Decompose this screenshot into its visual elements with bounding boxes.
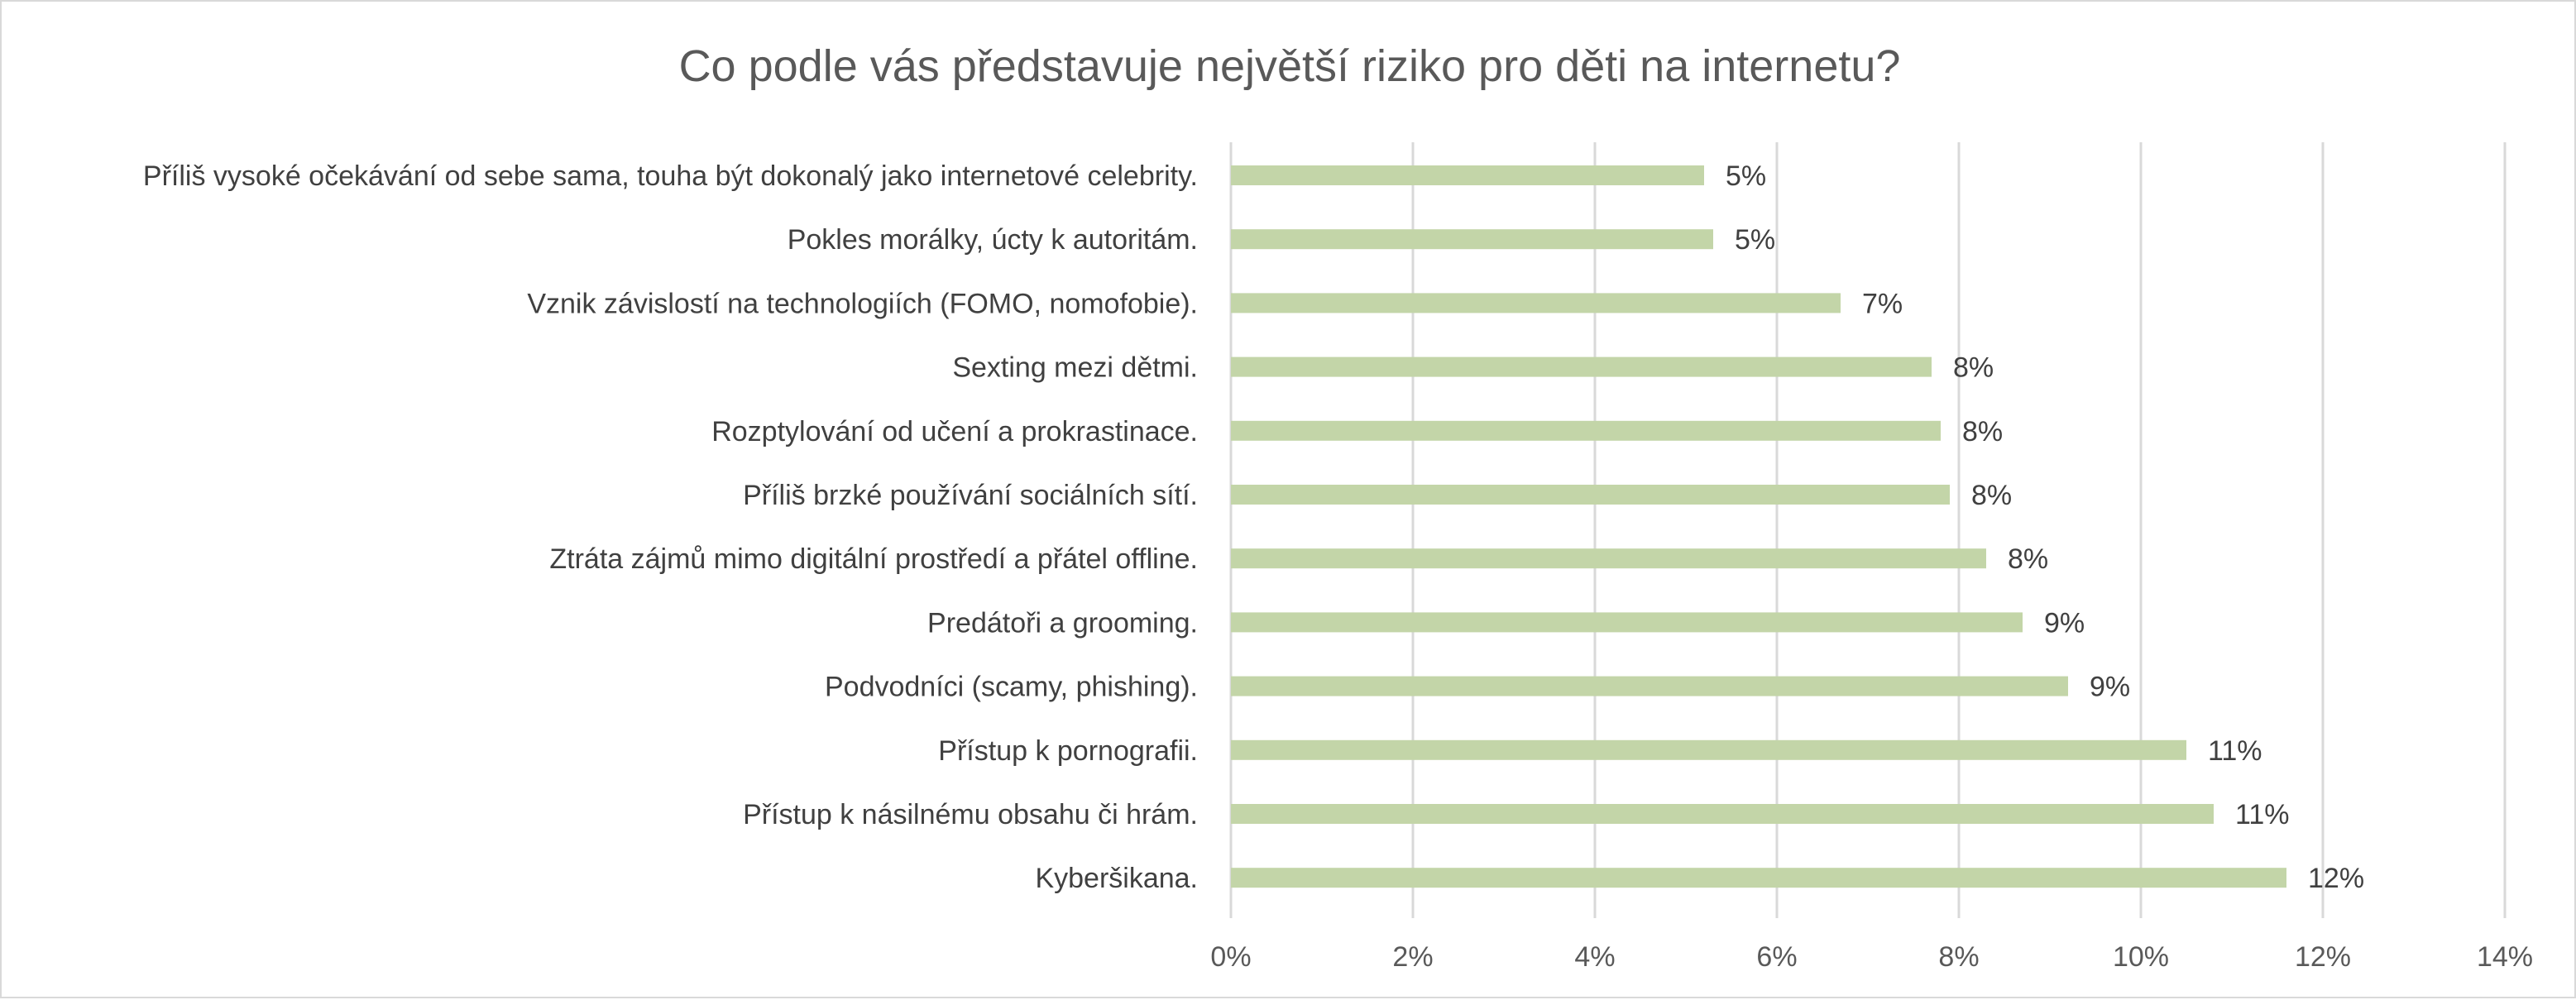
x-tick-label: 0%: [1210, 941, 1251, 973]
category-label: Příliš brzké používání sociálních sítí.: [743, 480, 1198, 511]
category-label: Příliš vysoké očekávání od sebe sama, to…: [143, 160, 1198, 192]
category-label: Podvodníci (scamy, phishing).: [825, 672, 1198, 703]
data-label: 5%: [1735, 224, 1775, 256]
data-label: 8%: [1953, 352, 1994, 384]
x-tick-label: 12%: [2295, 941, 2351, 973]
data-label: 5%: [1726, 160, 1766, 192]
chart-title: Co podle vás představuje největší riziko…: [679, 41, 1901, 91]
category-label: Kyberšikana.: [1035, 863, 1198, 894]
data-label: 8%: [2008, 543, 2048, 575]
bar: [1231, 612, 2023, 633]
category-label: Vznik závislostí na technologiích (FOMO,…: [527, 288, 1198, 319]
bar: [1231, 739, 2186, 760]
category-label: Ztráta zájmů mimo digitální prostředí a …: [549, 543, 1198, 575]
data-label: 7%: [1862, 288, 1903, 319]
bar: [1231, 485, 1950, 505]
x-tick-label: 14%: [2477, 941, 2533, 973]
x-axis-tick-labels: 0% 2% 4% 6% 8% 10% 12% 14%: [1210, 941, 2533, 973]
data-label: 8%: [1971, 480, 2012, 511]
x-tick-label: 10%: [2113, 941, 2169, 973]
data-label: 9%: [2044, 607, 2085, 639]
x-tick-label: 8%: [1938, 941, 1979, 973]
category-label: Pokles morálky, úcty k autoritám.: [788, 224, 1198, 256]
gridlines: [1229, 142, 2507, 918]
data-label: 9%: [2090, 672, 2130, 703]
data-label: 12%: [2308, 863, 2364, 894]
bar: [1231, 420, 1941, 441]
category-label: Rozptylování od učení a prokrastinace.: [711, 416, 1198, 447]
data-label: 11%: [2235, 799, 2290, 830]
category-label: Přístup k násilnému obsahu či hrám.: [743, 799, 1198, 830]
x-tick-label: 4%: [1574, 941, 1615, 973]
data-label: 8%: [1962, 416, 2003, 447]
bar: [1231, 676, 2068, 696]
bar: [1231, 229, 1713, 250]
bars: [1231, 165, 2286, 888]
data-label: 11%: [2208, 735, 2262, 767]
bar: [1231, 356, 1932, 377]
category-label: Sexting mezi dětmi.: [952, 352, 1198, 384]
x-tick-label: 6%: [1756, 941, 1797, 973]
category-labels: Příliš vysoké očekávání od sebe sama, to…: [143, 160, 1198, 894]
bar: [1231, 868, 2286, 888]
bar: [1231, 804, 2214, 824]
data-labels: 5% 5% 7% 8% 8% 8% 8% 9% 9% 11% 11% 12%: [1726, 160, 2364, 894]
bar: [1231, 293, 1841, 313]
category-label: Přístup k pornografii.: [938, 735, 1198, 767]
category-label: Predátoři a grooming.: [927, 607, 1198, 639]
bar: [1231, 165, 1704, 185]
bar: [1231, 548, 1986, 569]
x-tick-label: 2%: [1392, 941, 1433, 973]
